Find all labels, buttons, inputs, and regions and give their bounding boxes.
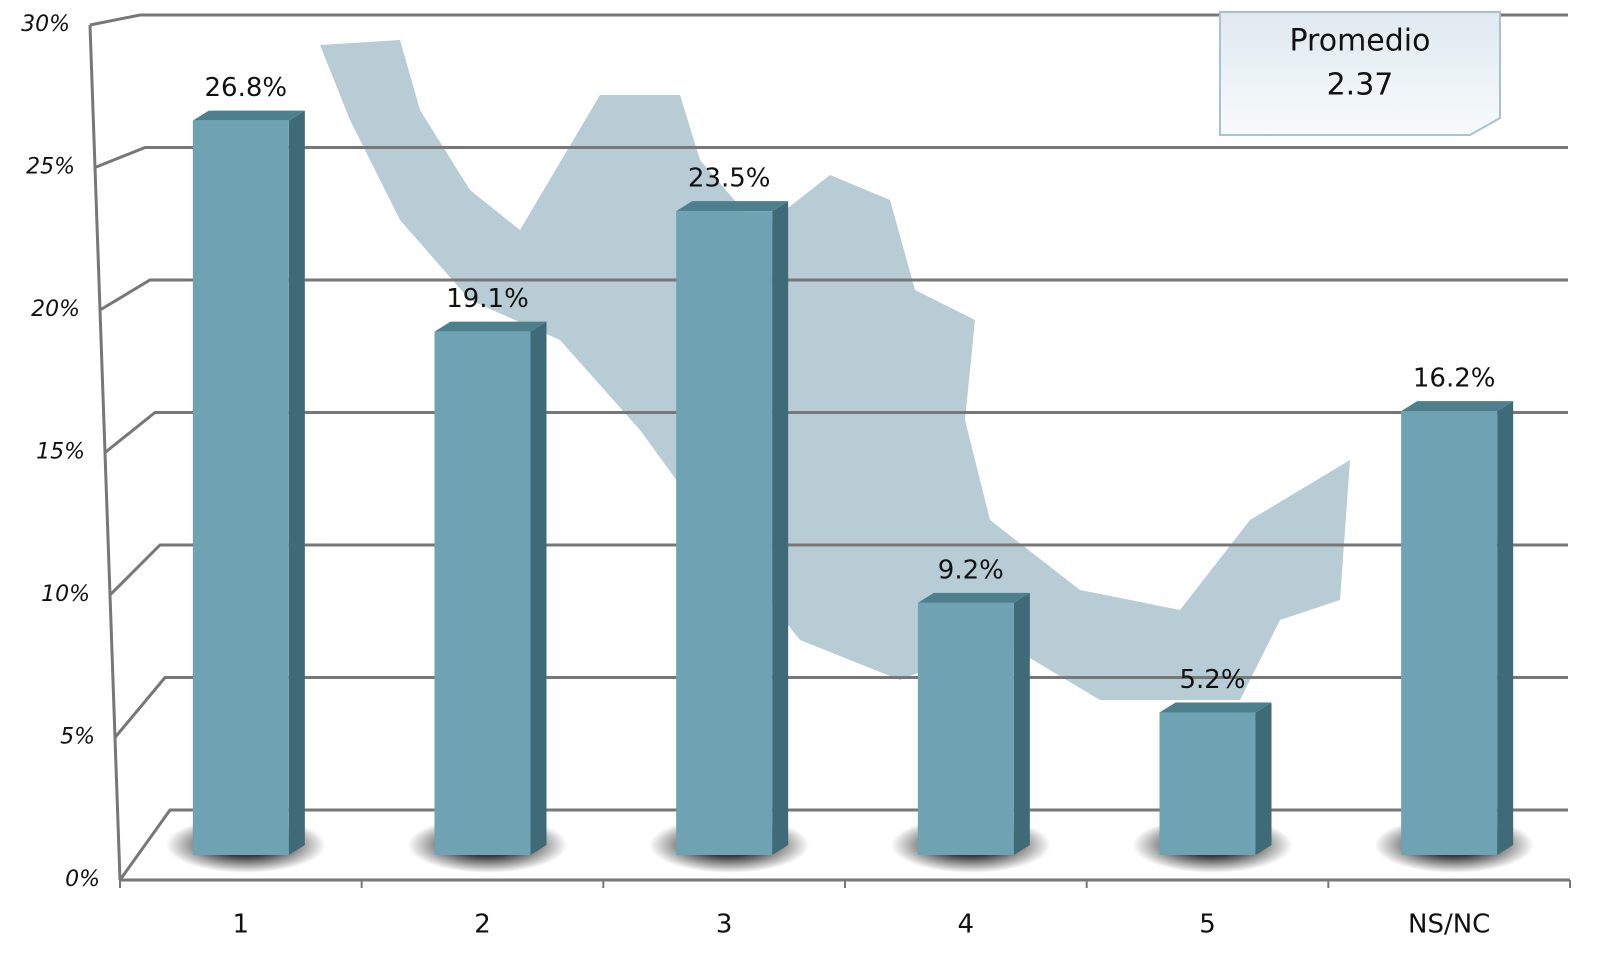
value-label: 9.2% xyxy=(938,555,1004,585)
bar-side xyxy=(1255,702,1272,855)
bar-top xyxy=(676,201,789,212)
x-tick-label: NS/NC xyxy=(1408,910,1490,940)
bar-side xyxy=(1497,401,1514,855)
annotation-value: 2.37 xyxy=(1327,68,1394,103)
annotation-title: Promedio xyxy=(1289,24,1430,59)
grid-line xyxy=(94,146,1568,169)
y-tick-label: 15% xyxy=(36,440,85,465)
grid xyxy=(89,13,1568,881)
x-tick-label: 5 xyxy=(1199,910,1216,940)
bar-side xyxy=(530,321,547,855)
x-tick-label: 3 xyxy=(716,910,733,940)
x-tick-label: 1 xyxy=(233,910,250,940)
value-label: 23.5% xyxy=(688,164,771,194)
value-label: 5.2% xyxy=(1179,665,1245,695)
grid-line xyxy=(89,13,1568,27)
bar xyxy=(917,602,1014,855)
grid-line xyxy=(108,543,1568,597)
bar xyxy=(676,211,773,856)
y-tick-label: 25% xyxy=(26,155,75,180)
y-tick-label: 10% xyxy=(41,582,90,607)
grid-line xyxy=(104,411,1568,454)
y-axis xyxy=(88,24,122,881)
bar-top xyxy=(1401,401,1514,412)
bar xyxy=(1401,411,1498,855)
bar-top xyxy=(1159,702,1272,713)
bar-side xyxy=(772,201,789,856)
bar xyxy=(1159,712,1256,855)
note-shape xyxy=(1219,11,1501,136)
bar-top xyxy=(917,592,1030,603)
y-tick-label: 30% xyxy=(21,12,70,37)
annotation-box: Promedio 2.37 xyxy=(1219,11,1501,136)
bar-side xyxy=(288,110,305,856)
bar-top xyxy=(192,110,305,121)
x-tick-label: 2 xyxy=(474,910,491,940)
grid-line xyxy=(113,676,1568,739)
grid-line xyxy=(99,278,1568,312)
value-label: 26.8% xyxy=(205,73,288,103)
x-tick-label: 4 xyxy=(958,910,975,940)
y-tick-label: 5% xyxy=(60,725,95,750)
bar xyxy=(434,331,531,855)
y-tick-label: 0% xyxy=(65,867,100,892)
y-tick-label: 20% xyxy=(31,297,80,322)
grid-line xyxy=(118,808,1568,881)
bars: 26.8% 19.1% 23.5% 9.2% 5.2% 16.2% xyxy=(165,73,1535,873)
value-label: 16.2% xyxy=(1413,364,1496,394)
value-label: 19.1% xyxy=(446,284,529,314)
bar-top xyxy=(434,321,547,332)
map-background xyxy=(320,40,1350,700)
bar xyxy=(192,120,289,856)
bar-side xyxy=(1013,592,1030,855)
